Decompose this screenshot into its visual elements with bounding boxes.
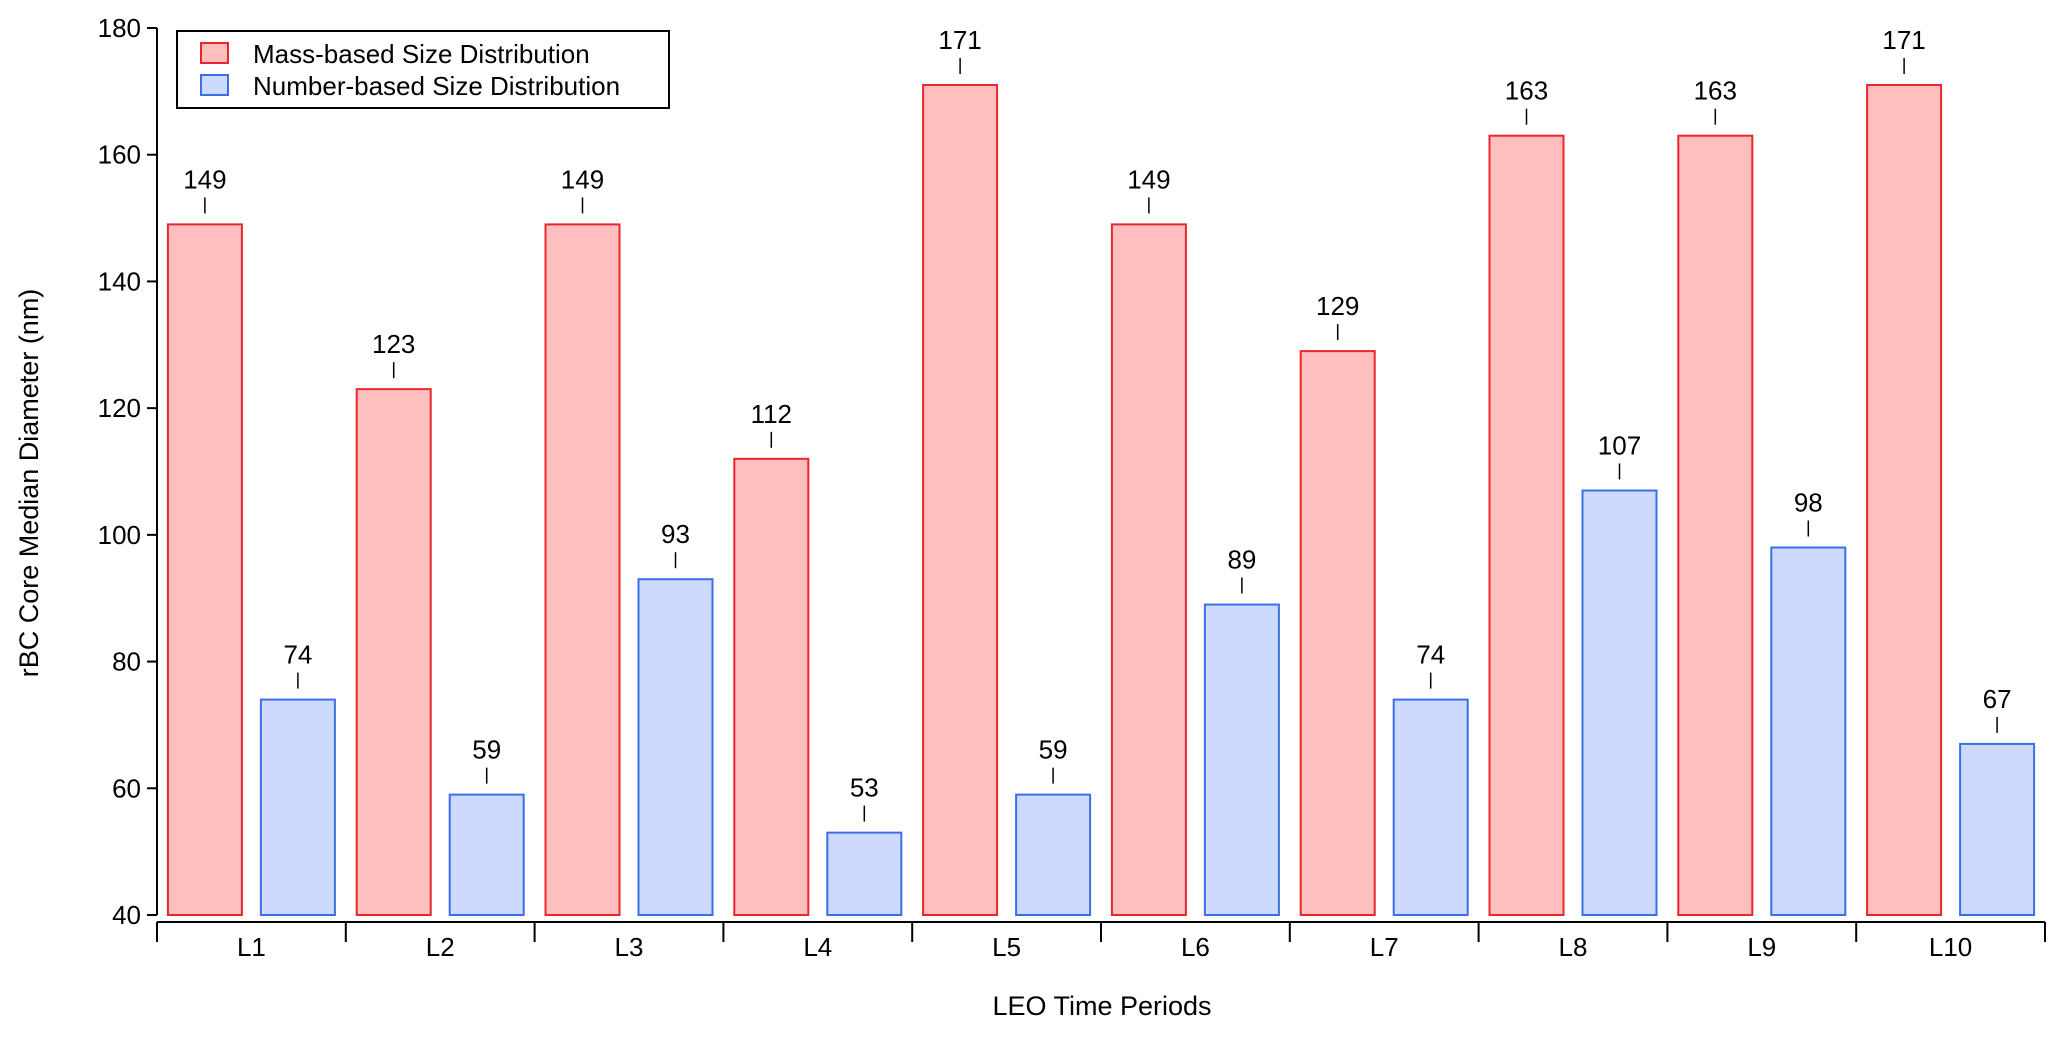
legend-label-mass: Mass-based Size Distribution [253,39,590,69]
data-label-mass-l4: 112 [751,399,792,429]
x-axis-title: LEO Time Periods [992,991,1211,1021]
bar-mass-l8 [1488,134,1565,916]
y-axis-title: rBC Core Median Diameter (nm) [14,289,44,678]
data-label-mass-l6: 149 [1127,164,1170,194]
data-label-number-l10: 67 [1983,684,2012,714]
data-label-mass-l3: 149 [561,164,604,194]
x-tick-label-l7: L7 [1370,932,1399,962]
x-tick-label-l9: L9 [1747,932,1776,962]
data-label-mass-l7: 129 [1316,291,1359,321]
y-tick-label-100: 100 [98,520,141,550]
data-label-number-l6: 89 [1227,545,1256,575]
legend: Mass-based Size Distribution Number-base… [176,30,670,109]
data-label-mass-l10: 171 [1882,25,1925,55]
bar-number-l3 [637,578,714,916]
data-label-mass-l8: 163 [1505,76,1548,106]
legend-swatch-mass [200,42,229,64]
bar-number-l10 [1959,742,2036,917]
y-tick-label-60: 60 [112,773,141,803]
y-tick-label-80: 80 [112,647,141,677]
x-tick-label-l8: L8 [1559,932,1588,962]
x-tick-label-l3: L3 [615,932,644,962]
data-label-mass-l1: 149 [183,164,226,194]
data-label-number-l7: 74 [1416,640,1445,670]
x-tick-label-l2: L2 [426,932,455,962]
bar-mass-l2 [355,388,432,916]
bars-layer: 149 74 123 59 149 93 112 53 171 59 149 89 129 74 163 10… [166,25,2036,917]
bar-number-l2 [448,793,525,916]
bar-mass-l6 [1110,223,1187,916]
data-label-number-l5: 59 [1039,735,1068,765]
x-tick-label-l4: L4 [803,932,832,962]
bar-number-l1 [259,698,336,916]
legend-label-number: Number-based Size Distribution [253,71,620,101]
bar-number-l6 [1203,603,1280,916]
data-label-number-l8: 107 [1598,431,1641,461]
bar-mass-l4 [733,457,810,916]
bar-number-l5 [1015,793,1092,916]
data-label-mass-l2: 123 [372,329,415,359]
bar-number-l7 [1392,698,1469,916]
bar-number-l4 [826,831,903,917]
bar-mass-l10 [1866,84,1943,917]
x-tick-label-l1: L1 [237,932,266,962]
x-tick-label-l5: L5 [992,932,1021,962]
data-label-mass-l5: 171 [938,25,981,55]
bar-mass-l3 [544,223,621,916]
legend-swatch-number [200,74,229,96]
data-label-number-l2: 59 [472,735,501,765]
bar-number-l8 [1581,489,1658,916]
bar-mass-l1 [166,223,243,916]
data-label-number-l9: 98 [1794,488,1823,518]
axes-layer: 40 60 80 100 120 140 160 180 L1 L2 L3 L4 L5 L6 L7 L8 L9 L… [98,13,2046,962]
data-label-number-l3: 93 [661,519,690,549]
legend-box [176,30,670,109]
x-tick-label-l10: L10 [1929,932,1972,962]
y-tick-label-120: 120 [98,393,141,423]
bar-mass-l9 [1677,134,1754,916]
y-tick-label-180: 180 [98,13,141,43]
data-label-mass-l9: 163 [1694,76,1737,106]
data-label-number-l4: 53 [850,773,879,803]
data-label-number-l1: 74 [283,640,312,670]
bar-number-l9 [1770,546,1847,916]
x-tick-label-l6: L6 [1181,932,1210,962]
bar-mass-l5 [922,84,999,917]
y-tick-label-140: 140 [98,266,141,296]
y-tick-label-160: 160 [98,140,141,170]
bar-mass-l7 [1299,350,1376,917]
y-tick-label-40: 40 [112,900,141,930]
